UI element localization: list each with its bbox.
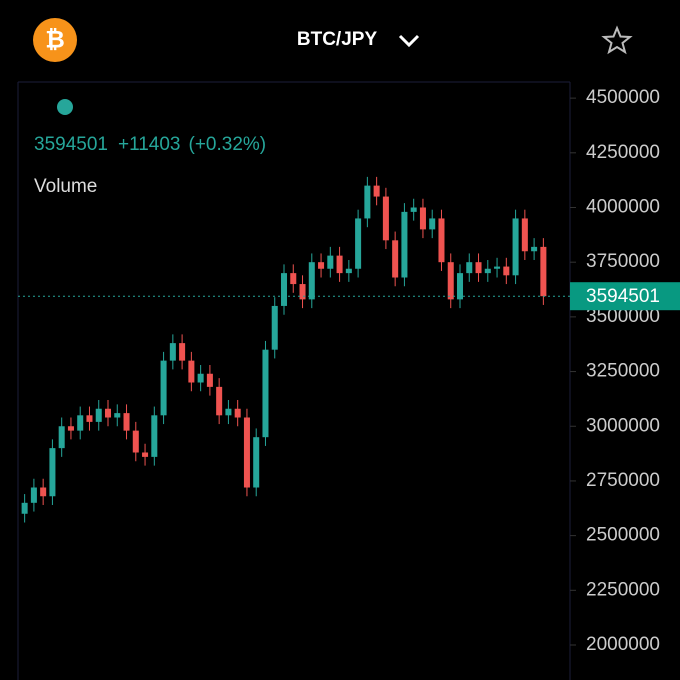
candle-body <box>169 343 176 361</box>
candle-body <box>280 273 288 306</box>
candle-body <box>40 487 47 497</box>
y-tick-label: 4500000 <box>586 87 660 108</box>
last-price-label: 3594501 <box>586 286 660 307</box>
candle-body <box>216 386 223 416</box>
candle-body <box>290 273 297 285</box>
candle-body <box>512 218 519 276</box>
candle-body <box>373 185 380 197</box>
legend-values: 3594501 +11403 (+0.32%) <box>34 134 266 155</box>
candle-body <box>77 415 84 431</box>
candle-body <box>308 262 315 300</box>
candle-body <box>466 262 473 274</box>
candle-body <box>355 218 362 269</box>
y-tick-label: 2000000 <box>586 634 660 655</box>
candle-body <box>67 426 74 431</box>
candle-body <box>327 255 334 269</box>
legend-change: +11403 <box>118 134 181 155</box>
bitcoin-icon[interactable] <box>33 18 77 62</box>
bitcoin-symbol: ₿ <box>45 26 65 53</box>
candle-body <box>234 408 241 418</box>
candle-body <box>401 211 408 278</box>
y-tick-label: 2250000 <box>586 579 660 600</box>
candle-body <box>503 266 510 276</box>
favorite-star[interactable] <box>601 25 633 55</box>
candle-body <box>206 373 213 387</box>
candle-body <box>142 452 149 457</box>
candle-body <box>114 413 121 418</box>
candle-body <box>123 413 130 431</box>
y-tick-label: 2500000 <box>586 525 660 546</box>
candle-body <box>364 185 371 219</box>
candle-body <box>151 415 158 457</box>
candle-body <box>160 360 167 416</box>
candle-body <box>262 349 269 438</box>
candle-body <box>58 426 65 449</box>
candle-body <box>271 305 278 350</box>
candle-body <box>438 218 445 263</box>
candle-body <box>49 448 56 497</box>
candle-body <box>30 487 37 503</box>
candle-body <box>382 196 389 241</box>
candle-body <box>225 408 232 416</box>
candle-body <box>410 207 417 212</box>
candle-body <box>336 255 343 274</box>
candle-body <box>253 437 260 488</box>
legend-price: 3594501 <box>34 134 108 155</box>
candle-body <box>299 284 306 300</box>
y-tick-label: 4250000 <box>586 142 660 163</box>
last-price-box <box>570 282 680 311</box>
candle-body <box>95 408 102 422</box>
y-tick-label: 2750000 <box>586 470 660 491</box>
candle-body <box>243 417 250 488</box>
chevron[interactable] <box>398 34 420 48</box>
candle-body <box>475 262 482 274</box>
candle-body <box>484 268 491 274</box>
candle-body <box>188 360 195 383</box>
candle-body <box>429 218 436 230</box>
candle-body <box>521 218 528 252</box>
candle-body <box>531 246 538 252</box>
legend-change-pct: (+0.32%) <box>189 134 267 155</box>
candle-body <box>179 343 186 361</box>
candle-body <box>132 430 139 453</box>
y-tick-label: 3000000 <box>586 415 660 436</box>
pair-title[interactable]: BTC/JPY <box>297 29 378 50</box>
candle-body <box>197 373 204 383</box>
y-tick-label: 3750000 <box>586 251 660 272</box>
candle-body <box>447 262 454 300</box>
candle-body <box>456 273 464 300</box>
candle-body <box>419 207 426 230</box>
candle-body <box>104 408 112 418</box>
y-tick-label: 4000000 <box>586 197 660 218</box>
candle-body <box>318 262 325 269</box>
candle-body <box>540 246 547 297</box>
y-tick-label: 3250000 <box>586 361 660 382</box>
candle-body <box>86 415 93 422</box>
status-dot <box>57 99 73 115</box>
candle-body <box>345 268 352 274</box>
candle-body <box>494 266 501 269</box>
volume-label: Volume <box>34 176 97 197</box>
y-tick-label: 3500000 <box>586 306 660 327</box>
candle-body <box>21 502 28 514</box>
candle-body <box>392 240 399 278</box>
